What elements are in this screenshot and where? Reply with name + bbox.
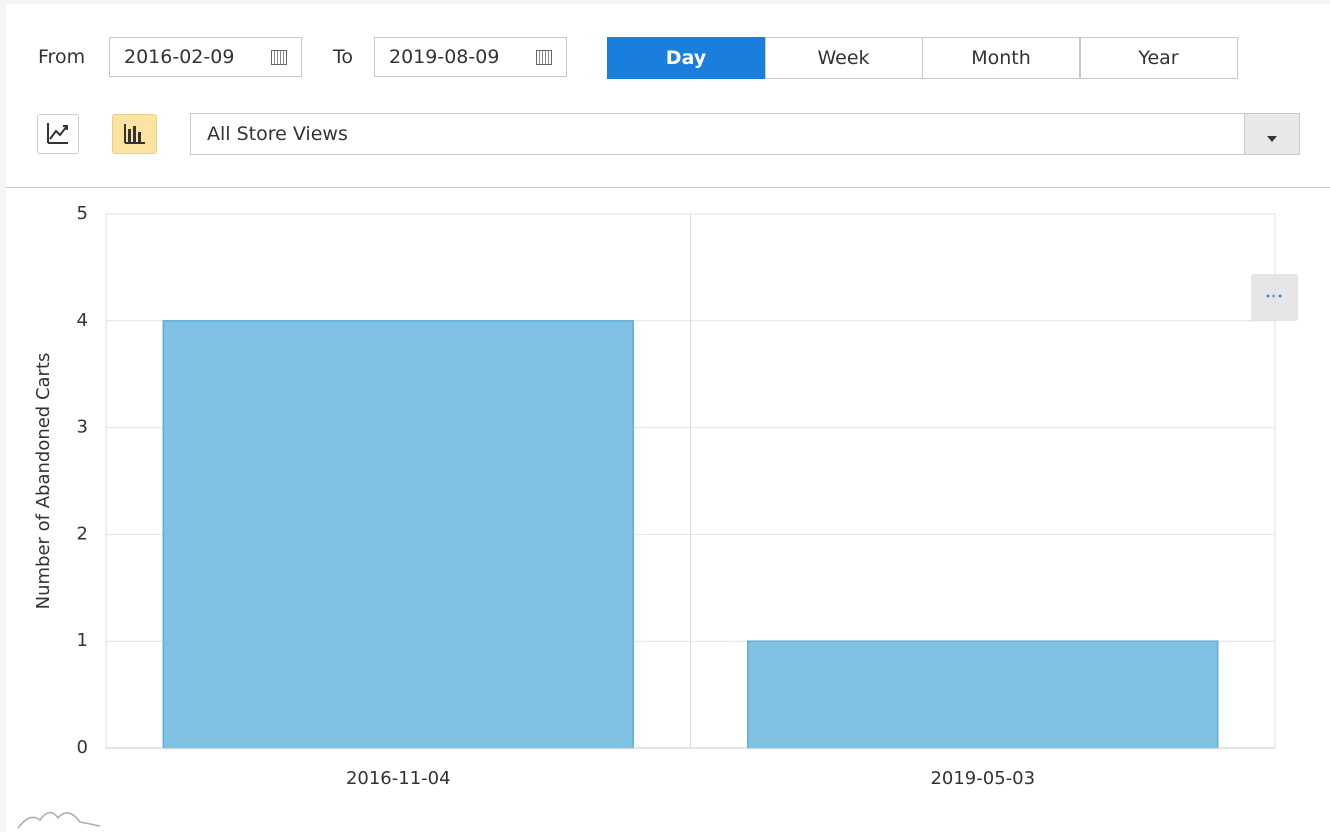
from-label: From	[38, 46, 86, 68]
calendar-icon[interactable]	[536, 50, 552, 65]
to-value: 2019-08-09	[389, 46, 500, 68]
from-input[interactable]: 2016-02-09	[109, 37, 302, 77]
bar-icon	[124, 124, 145, 144]
separator	[6, 187, 1330, 188]
line-chart-button[interactable]	[37, 114, 79, 154]
bar	[162, 320, 634, 749]
y-tick-label: 3	[77, 417, 88, 438]
store-view-value: All Store Views	[207, 123, 348, 145]
x-tick-label: 2016-11-04	[346, 768, 451, 789]
y-tick-label: 4	[77, 310, 88, 331]
logo	[17, 811, 101, 829]
y-tick-label: 1	[77, 630, 88, 651]
to-input[interactable]: 2019-08-09	[374, 37, 567, 77]
to-label: To	[333, 46, 354, 68]
line-icon	[47, 123, 68, 144]
store-view-select[interactable]: All Store Views	[190, 113, 1300, 155]
y-tick-label: 2	[77, 523, 88, 544]
y-tick-label: 5	[77, 203, 88, 224]
calendar-icon[interactable]	[271, 50, 287, 65]
y-tick-label: 0	[77, 737, 88, 758]
y-axis-label: Number of Abandoned Carts	[33, 353, 54, 610]
x-tick-label: 2019-05-03	[930, 768, 1035, 789]
bar-chart-button[interactable]	[112, 114, 157, 154]
select-arrow	[1244, 114, 1299, 154]
period-button[interactable]: Year	[1079, 37, 1238, 79]
bar	[747, 640, 1219, 749]
from-value: 2016-02-09	[124, 46, 235, 68]
